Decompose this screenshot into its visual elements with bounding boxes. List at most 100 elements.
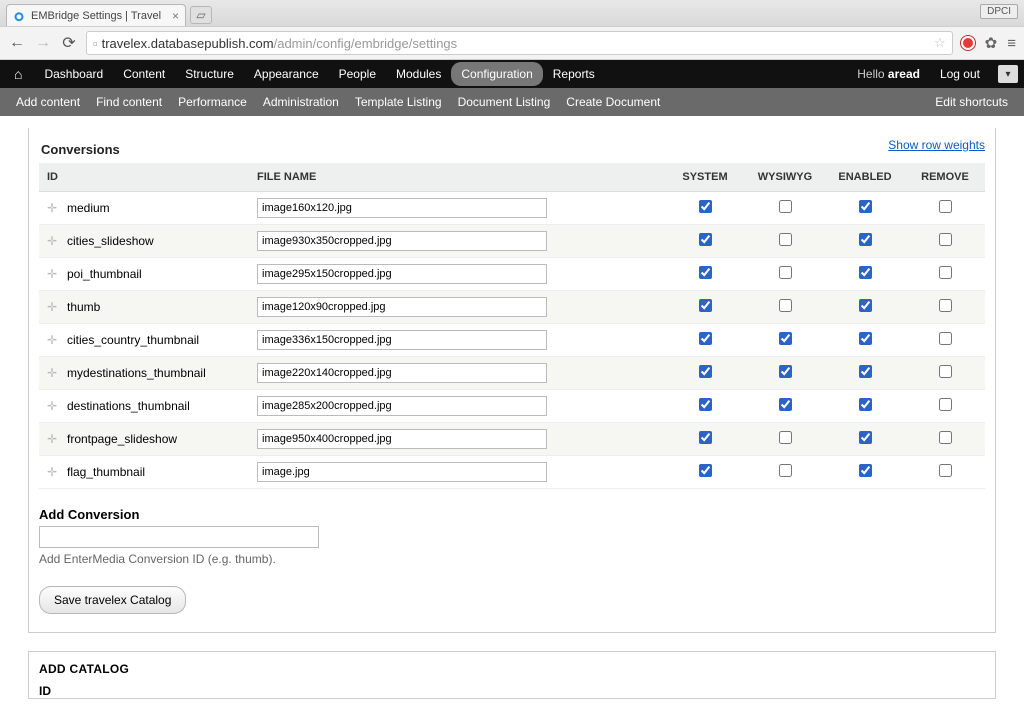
add-conversion-input[interactable] [39,526,319,548]
col-remove: REMOVE [905,163,985,192]
enabled-checkbox[interactable] [859,398,872,411]
row-id: mydestinations_thumbnail [67,366,206,380]
edit-shortcuts-link[interactable]: Edit shortcuts [927,91,1016,113]
show-row-weights-link[interactable]: Show row weights [888,138,985,152]
drag-handle-icon[interactable]: ✛ [47,465,61,479]
drag-handle-icon[interactable]: ✛ [47,333,61,347]
close-icon[interactable]: × [172,9,179,23]
system-checkbox[interactable] [699,299,712,312]
remove-checkbox[interactable] [939,200,952,213]
wysiwyg-checkbox[interactable] [779,398,792,411]
drag-handle-icon[interactable]: ✛ [47,300,61,314]
shortcut-create-document[interactable]: Create Document [558,91,668,113]
toolbar-item-configuration[interactable]: Configuration [451,62,542,86]
browser-tab-title: EMBridge Settings | Travel [31,10,161,22]
enabled-checkbox[interactable] [859,200,872,213]
remove-checkbox[interactable] [939,398,952,411]
shortcut-add-content[interactable]: Add content [8,91,88,113]
back-button[interactable]: ← [8,34,26,52]
filename-input[interactable] [257,429,547,449]
wysiwyg-checkbox[interactable] [779,233,792,246]
drag-handle-icon[interactable]: ✛ [47,399,61,413]
shortcut-performance[interactable]: Performance [170,91,255,113]
drag-handle-icon[interactable]: ✛ [47,234,61,248]
wysiwyg-checkbox[interactable] [779,332,792,345]
remove-checkbox[interactable] [939,266,952,279]
filename-input[interactable] [257,264,547,284]
filename-input[interactable] [257,462,547,482]
toolbar-item-appearance[interactable]: Appearance [244,62,329,86]
drag-handle-icon[interactable]: ✛ [47,201,61,215]
system-checkbox[interactable] [699,365,712,378]
table-row: ✛destinations_thumbnail [39,390,985,423]
enabled-checkbox[interactable] [859,332,872,345]
table-row: ✛ mydestinations_thumbnail [39,357,985,390]
system-checkbox[interactable] [699,233,712,246]
remove-checkbox[interactable] [939,233,952,246]
toolbar-item-content[interactable]: Content [113,62,175,86]
filename-input[interactable] [257,231,547,251]
table-row: ✛frontpage_slideshow [39,423,985,456]
extension-badge[interactable]: DPCI [980,4,1018,19]
shortcut-administration[interactable]: Administration [255,91,347,113]
wysiwyg-checkbox[interactable] [779,431,792,444]
add-conversion-help: Add EnterMedia Conversion ID (e.g. thumb… [39,552,985,566]
wysiwyg-checkbox[interactable] [779,365,792,378]
save-catalog-button[interactable]: Save travelex Catalog [39,586,186,614]
enabled-checkbox[interactable] [859,266,872,279]
enabled-checkbox[interactable] [859,431,872,444]
system-checkbox[interactable] [699,200,712,213]
wysiwyg-checkbox[interactable] [779,200,792,213]
remove-checkbox[interactable] [939,365,952,378]
system-checkbox[interactable] [699,266,712,279]
system-checkbox[interactable] [699,464,712,477]
enabled-checkbox[interactable] [859,299,872,312]
system-checkbox[interactable] [699,431,712,444]
filename-input[interactable] [257,396,547,416]
adblock-icon[interactable] [961,36,975,50]
toolbar-item-dashboard[interactable]: Dashboard [34,62,113,86]
add-catalog-title: ADD CATALOG [39,662,985,676]
enabled-checkbox[interactable] [859,464,872,477]
wysiwyg-checkbox[interactable] [779,266,792,279]
home-icon[interactable]: ⌂ [6,62,30,86]
col-wysiwyg: WYSIWYG [745,163,825,192]
row-id: flag_thumbnail [67,465,145,479]
drag-handle-icon[interactable]: ✛ [47,366,61,380]
enabled-checkbox[interactable] [859,365,872,378]
logout-link[interactable]: Log out [930,62,990,86]
drag-handle-icon[interactable]: ✛ [47,267,61,281]
filename-input[interactable] [257,297,547,317]
wysiwyg-checkbox[interactable] [779,464,792,477]
browser-tab-strip: EMBridge Settings | Travel × ▱ DPCI [0,0,1024,26]
table-row: ✛cities_slideshow [39,225,985,258]
shortcut-find-content[interactable]: Find content [88,91,170,113]
shortcut-template-listing[interactable]: Template Listing [347,91,450,113]
toolbar-item-modules[interactable]: Modules [386,62,451,86]
remove-checkbox[interactable] [939,464,952,477]
filename-input[interactable] [257,330,547,350]
new-tab-button[interactable]: ▱ [190,6,212,24]
system-checkbox[interactable] [699,398,712,411]
wysiwyg-checkbox[interactable] [779,299,792,312]
toolbar-item-reports[interactable]: Reports [543,62,605,86]
filename-input[interactable] [257,363,547,383]
remove-checkbox[interactable] [939,431,952,444]
drag-handle-icon[interactable]: ✛ [47,432,61,446]
reload-button[interactable]: ⟳ [60,33,78,53]
forward-button[interactable]: → [34,34,52,52]
menu-icon[interactable]: ≡ [1007,35,1016,52]
filename-input[interactable] [257,198,547,218]
shortcut-document-listing[interactable]: Document Listing [450,91,559,113]
enabled-checkbox[interactable] [859,233,872,246]
toolbar-toggle[interactable]: ▾ [998,65,1018,83]
toolbar-item-structure[interactable]: Structure [175,62,244,86]
system-checkbox[interactable] [699,332,712,345]
remove-checkbox[interactable] [939,299,952,312]
url-field[interactable]: ▫ travelex.databasepublish.com/admin/con… [86,31,953,55]
remove-checkbox[interactable] [939,332,952,345]
browser-tab[interactable]: EMBridge Settings | Travel × [6,4,186,26]
settings-icon[interactable]: ✿ [985,34,998,52]
bookmark-icon[interactable]: ☆ [934,35,946,51]
toolbar-item-people[interactable]: People [329,62,386,86]
